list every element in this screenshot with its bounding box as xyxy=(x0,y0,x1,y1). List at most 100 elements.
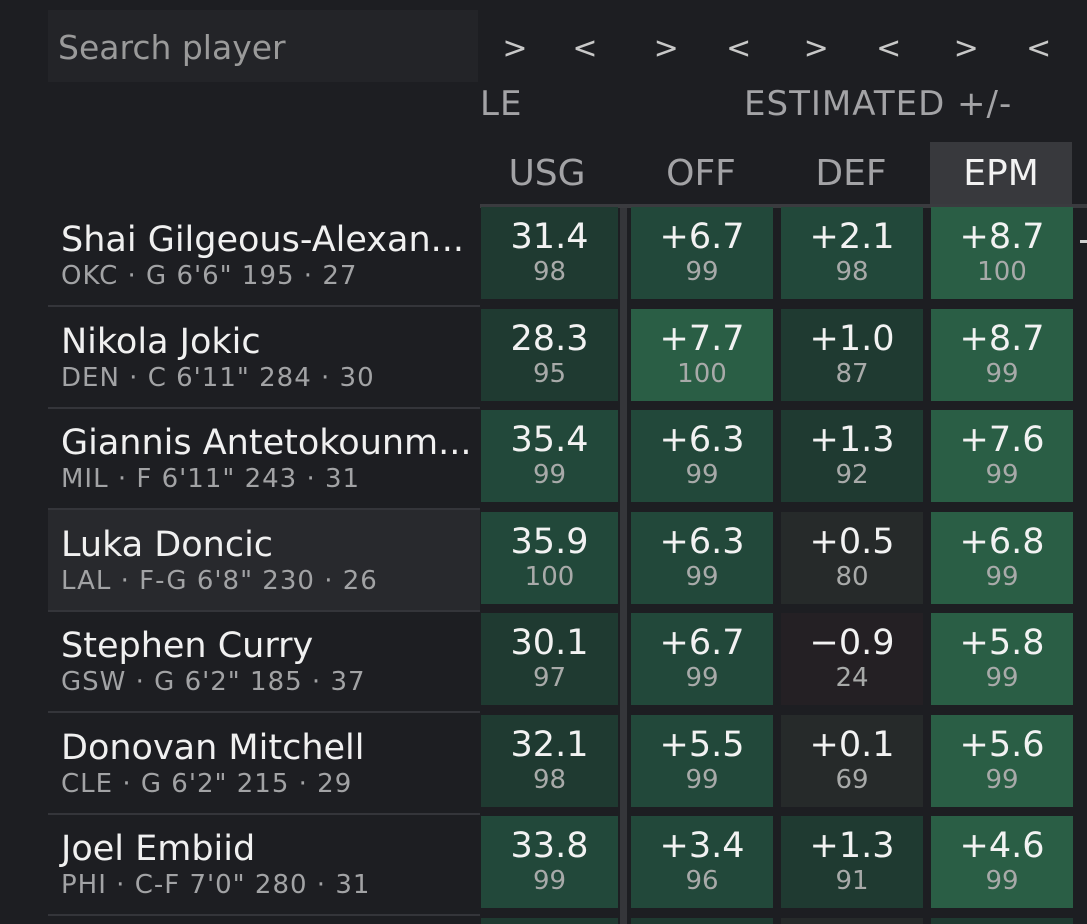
player-cell[interactable]: Nikola Jokic DEN · C 6'11" 284 · 30 xyxy=(48,307,480,407)
stat-value: +1.3 xyxy=(809,826,895,866)
sort-asc-def-button[interactable]: < xyxy=(876,30,902,66)
stat-cell-def: −0.9 24 xyxy=(781,613,923,705)
row-divider xyxy=(48,711,480,713)
column-header-epm[interactable]: EPM xyxy=(930,142,1072,204)
stat-value: +8.7 xyxy=(959,318,1045,359)
stat-value: 35.4 xyxy=(510,420,589,460)
sort-desc-def-button[interactable]: > xyxy=(803,30,829,66)
stat-value: +6.3 xyxy=(659,420,745,460)
player-name[interactable]: Donovan Mitchell xyxy=(61,727,365,768)
stat-value: +3.4 xyxy=(659,826,745,866)
stat-value: +0.5 xyxy=(809,521,895,562)
stat-cell-usg: 32.1 98 xyxy=(481,714,618,807)
stat-cell-epm: +6.8 99 xyxy=(931,511,1073,604)
stat-percentile: 99 xyxy=(985,663,1019,693)
table-row[interactable]: Donovan Mitchell CLE · G 6'2" 215 · 29 32.… xyxy=(48,713,1087,814)
column-header-usg[interactable]: USG xyxy=(508,152,586,194)
player-meta: MIL · F 6'11" 243 · 31 xyxy=(61,464,361,494)
stat-cell-off: +7.7 100 xyxy=(631,308,773,401)
stat-cell-off: +6.7 99 xyxy=(631,613,773,705)
player-meta: GSW · G 6'2" 185 · 37 xyxy=(61,667,366,697)
player-cell[interactable]: Giannis Antetokounm... MIL · F 6'11" 243 … xyxy=(48,408,480,508)
stat-cell-off: +6.7 99 xyxy=(631,207,773,299)
stat-cell-off: +6.3 99 xyxy=(631,511,773,604)
sort-asc-off-button[interactable]: < xyxy=(726,30,752,66)
player-cell[interactable]: Donovan Mitchell CLE · G 6'2" 215 · 29 xyxy=(48,713,480,813)
sort-desc-usg-button[interactable]: > xyxy=(502,30,528,66)
stat-percentile: 99 xyxy=(685,764,719,795)
stat-value: +6.3 xyxy=(659,521,745,562)
column-header-off[interactable]: OFF xyxy=(666,152,736,194)
partial-row-cell xyxy=(481,917,618,924)
stat-value: 35.9 xyxy=(510,521,589,562)
row-divider xyxy=(48,508,480,510)
group-header-left: LE xyxy=(480,84,523,124)
player-cell[interactable]: Luka Doncic LAL · F-G 6'8" 230 · 26 xyxy=(48,509,480,610)
stat-percentile: 96 xyxy=(685,866,719,896)
stat-value: +2.1 xyxy=(809,217,895,257)
stat-value: +8.7 xyxy=(959,217,1045,257)
clipped-column-mark xyxy=(1080,240,1087,243)
stat-value: +5.8 xyxy=(959,623,1045,663)
stat-percentile: 80 xyxy=(835,561,869,592)
player-name[interactable]: Nikola Jokic xyxy=(61,321,261,362)
stat-cell-epm: +5.6 99 xyxy=(931,714,1073,807)
sort-desc-epm-button[interactable]: > xyxy=(953,30,979,66)
stat-value: +4.6 xyxy=(959,826,1045,866)
column-header-def[interactable]: DEF xyxy=(815,152,887,194)
stat-cell-epm: +5.8 99 xyxy=(931,613,1073,705)
column-group-separator xyxy=(620,208,627,924)
player-meta: LAL · F-G 6'8" 230 · 26 xyxy=(61,565,378,596)
sort-group-epm: > < xyxy=(930,20,1075,76)
stat-cell-def: +0.5 80 xyxy=(781,511,923,604)
sort-desc-off-button[interactable]: > xyxy=(653,30,679,66)
sort-asc-epm-button[interactable]: < xyxy=(1026,30,1052,66)
table-row[interactable]: Luka Doncic LAL · F-G 6'8" 230 · 26 35.9 10… xyxy=(48,509,1087,611)
stat-percentile: 98 xyxy=(835,257,869,287)
stat-cell-epm: +8.7 99 xyxy=(931,308,1073,401)
stat-percentile: 99 xyxy=(532,866,567,896)
player-name[interactable]: Stephen Curry xyxy=(61,626,314,666)
player-cell[interactable]: Shai Gilgeous-Alexan... OKC · G 6'6" 195 … xyxy=(48,205,480,305)
table-row[interactable]: Giannis Antetokounm... MIL · F 6'11" 243 … xyxy=(48,408,1087,509)
stat-value: 28.3 xyxy=(510,318,589,359)
stat-cell-def: +2.1 98 xyxy=(781,207,923,299)
player-cell[interactable]: Joel Embiid PHI · C-F 7'0" 280 · 31 xyxy=(48,814,480,914)
player-name[interactable]: Giannis Antetokounm... xyxy=(61,423,472,463)
table-row[interactable]: Shai Gilgeous-Alexan... OKC · G 6'6" 195 … xyxy=(48,205,1087,306)
stat-value: +5.6 xyxy=(959,724,1045,765)
player-name[interactable]: Joel Embiid xyxy=(61,829,256,869)
stat-value: +7.7 xyxy=(659,318,745,359)
partial-row-cell xyxy=(931,917,1073,924)
table-row[interactable]: Nikola Jokic DEN · C 6'11" 284 · 30 28.3 95… xyxy=(48,307,1087,408)
sort-group-off: > < xyxy=(630,20,775,76)
stat-percentile: 99 xyxy=(985,358,1019,389)
partial-row-cell xyxy=(631,917,773,924)
stat-percentile: 69 xyxy=(835,764,869,795)
search-bar[interactable] xyxy=(48,10,478,82)
stat-cell-epm: +8.7 100 xyxy=(931,207,1073,299)
player-meta: CLE · G 6'2" 215 · 29 xyxy=(61,768,353,799)
stat-percentile: 99 xyxy=(985,764,1019,795)
stat-cell-off: +5.5 99 xyxy=(631,714,773,807)
player-meta: OKC · G 6'6" 195 · 27 xyxy=(61,261,358,291)
stat-percentile: 100 xyxy=(524,561,575,592)
stat-percentile: 99 xyxy=(985,561,1019,592)
row-divider xyxy=(48,914,480,916)
player-cell[interactable]: Stephen Curry GSW · G 6'2" 185 · 37 xyxy=(48,611,480,711)
stat-percentile: 95 xyxy=(532,358,567,389)
search-input[interactable] xyxy=(56,24,460,70)
group-header-estimated: ESTIMATED +/- xyxy=(744,84,1013,124)
table-row[interactable]: Joel Embiid PHI · C-F 7'0" 280 · 31 33.8 99… xyxy=(48,814,1087,915)
table-row[interactable]: Stephen Curry GSW · G 6'2" 185 · 37 30.1 97… xyxy=(48,611,1087,712)
row-divider xyxy=(48,305,480,307)
sort-asc-usg-button[interactable]: < xyxy=(572,30,598,66)
stat-value: +1.0 xyxy=(809,318,895,359)
player-name[interactable]: Luka Doncic xyxy=(61,524,274,565)
stat-percentile: 99 xyxy=(532,460,567,490)
stat-value: +0.1 xyxy=(809,724,895,765)
stat-percentile: 87 xyxy=(835,358,869,389)
stat-value: +1.3 xyxy=(809,420,895,460)
sort-group-usg: > < xyxy=(480,20,620,76)
player-name[interactable]: Shai Gilgeous-Alexan... xyxy=(61,220,465,260)
